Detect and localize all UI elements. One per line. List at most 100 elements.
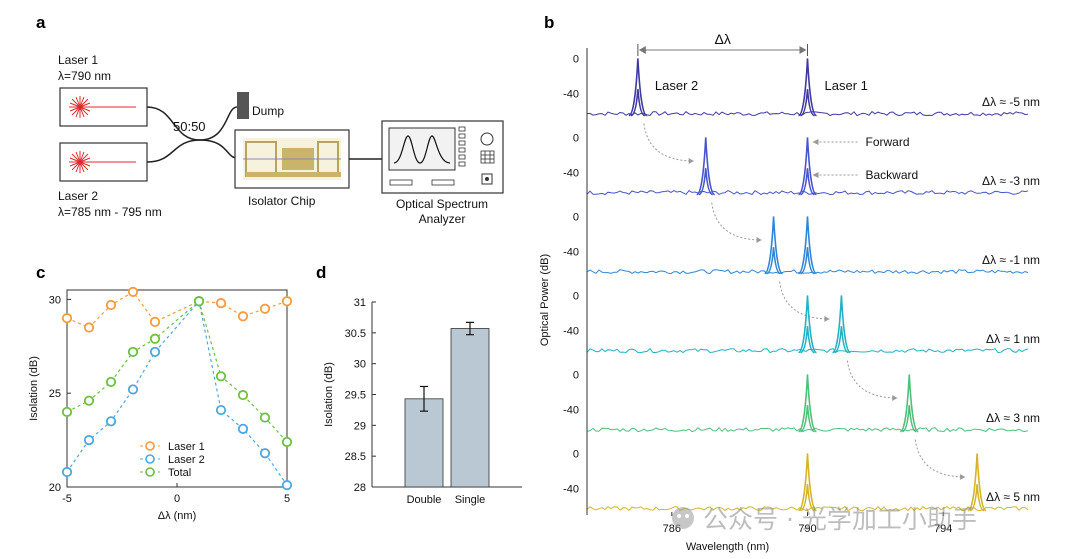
x-tick-label: 5 — [284, 493, 290, 505]
data-point — [83, 434, 95, 446]
osa-knob-icon — [480, 132, 494, 146]
forward-peak — [967, 453, 987, 512]
y-tick-label: -40 — [563, 168, 579, 180]
data-point — [127, 384, 139, 395]
data-point — [83, 322, 95, 333]
laser2-wavelength: λ=785 nm - 795 nm — [58, 205, 162, 219]
osa-keypad-icon — [480, 150, 495, 164]
backward-peak — [800, 405, 815, 433]
data-point — [105, 299, 117, 311]
data-point — [215, 404, 227, 416]
y-tick-label: 0 — [573, 211, 579, 223]
data-point — [149, 346, 161, 358]
y-tick-label: 29.5 — [345, 390, 366, 402]
osa-port-dot — [485, 177, 489, 181]
isolation-vs-detuning-chart: -5 0 5 20 25 30 Δλ (nm) Isolation (dB) Laser 1La… — [28, 286, 293, 522]
series-label: Δλ ≈ 5 nm — [986, 490, 1040, 504]
shift-arrow-head — [892, 395, 898, 401]
y-tick-label: 29 — [354, 420, 366, 432]
watermark: 公众号 · 光学加工小助手 — [672, 505, 977, 534]
forward-peak — [798, 58, 817, 117]
data-point — [127, 346, 139, 358]
noise-trace — [586, 505, 1029, 512]
dump-block — [237, 92, 249, 119]
osa-screen — [388, 127, 456, 171]
data-point — [237, 423, 249, 434]
noise-trace — [586, 426, 1029, 433]
wechat-logo-eye-left — [677, 514, 681, 518]
dump-label: Dump — [252, 104, 284, 118]
data-point — [61, 313, 73, 324]
bar-single — [450, 328, 490, 488]
y-tick-label: 0 — [573, 53, 579, 65]
y-tick-label: 0 — [573, 132, 579, 144]
data-point — [193, 296, 205, 307]
y-tick-label: 30 — [354, 359, 366, 371]
laser1-annotation: Laser 1 — [825, 78, 868, 93]
x-axis-label: Wavelength (nm) — [686, 541, 769, 553]
series-label: Δλ ≈ 1 nm — [986, 332, 1040, 346]
x-tick-label: 0 — [174, 493, 180, 505]
noise-trace — [586, 269, 1029, 275]
shift-arrow — [914, 439, 966, 478]
laser1-burst-icon — [69, 96, 136, 118]
noise-trace — [586, 190, 1029, 196]
data-point — [259, 448, 271, 459]
data-point — [215, 371, 227, 382]
backward-peak — [766, 247, 781, 275]
y-tick-label: 28.5 — [345, 451, 366, 463]
data-point — [61, 466, 73, 478]
backward-peak — [800, 247, 815, 275]
data-point — [105, 416, 117, 427]
shift-arrow — [779, 281, 830, 320]
osa-trace — [393, 135, 451, 164]
x-category-label: Single — [455, 494, 486, 506]
forward-annotation: Forward — [866, 135, 910, 149]
bar-double — [404, 398, 444, 488]
data-point — [61, 406, 73, 418]
forward-peak — [798, 374, 817, 433]
laser1-wavelength: λ=790 nm — [58, 69, 111, 83]
shift-arrow-head — [756, 237, 762, 243]
y-axis-label: Isolation (dB) — [323, 362, 335, 427]
x-tick-label: 794 — [934, 523, 952, 535]
data-point — [259, 412, 271, 423]
y-axis-label: Optical Power (dB) — [539, 254, 551, 346]
series-label: Δλ ≈ -5 nm — [982, 95, 1040, 109]
x-tick-label: -5 — [62, 493, 72, 505]
y-tick-label: 0 — [573, 369, 579, 381]
y-tick-label: -40 — [563, 247, 579, 259]
backward-peak — [630, 89, 646, 117]
data-point — [281, 480, 293, 491]
forward-peak — [798, 453, 817, 512]
wechat-logo-eye-right — [685, 514, 689, 518]
y-tick-label: -40 — [563, 326, 579, 338]
y-tick-label: 31 — [354, 297, 366, 309]
x-category-label: Double — [407, 494, 442, 506]
noise-trace — [586, 347, 1029, 354]
forward-peak — [798, 216, 817, 275]
backward-pointer-head — [812, 172, 819, 178]
data-point — [237, 389, 249, 401]
forward-peak — [832, 295, 851, 354]
legend-swatch-marker — [145, 441, 155, 451]
data-point — [149, 316, 161, 327]
shift-arrow — [643, 123, 694, 162]
data-point — [105, 376, 117, 388]
shift-arrow — [711, 202, 762, 241]
data-point — [281, 296, 293, 307]
shift-arrow — [846, 360, 898, 399]
x-axis-label: Δλ (nm) — [158, 510, 197, 522]
panel-letter-c: c — [36, 263, 45, 282]
backward-peak — [800, 89, 815, 117]
data-point — [237, 311, 249, 322]
legend-label: Laser 2 — [168, 454, 205, 466]
osa-label-line1: Optical Spectrum — [396, 197, 488, 211]
data-point — [281, 436, 293, 448]
legend-swatch-marker — [145, 467, 155, 477]
coupler-ratio: 50:50 — [173, 119, 206, 134]
data-point — [215, 298, 227, 309]
panel-letter-a: a — [36, 13, 46, 32]
fiber-lower — [146, 139, 238, 163]
legend-label: Laser 1 — [168, 441, 205, 453]
